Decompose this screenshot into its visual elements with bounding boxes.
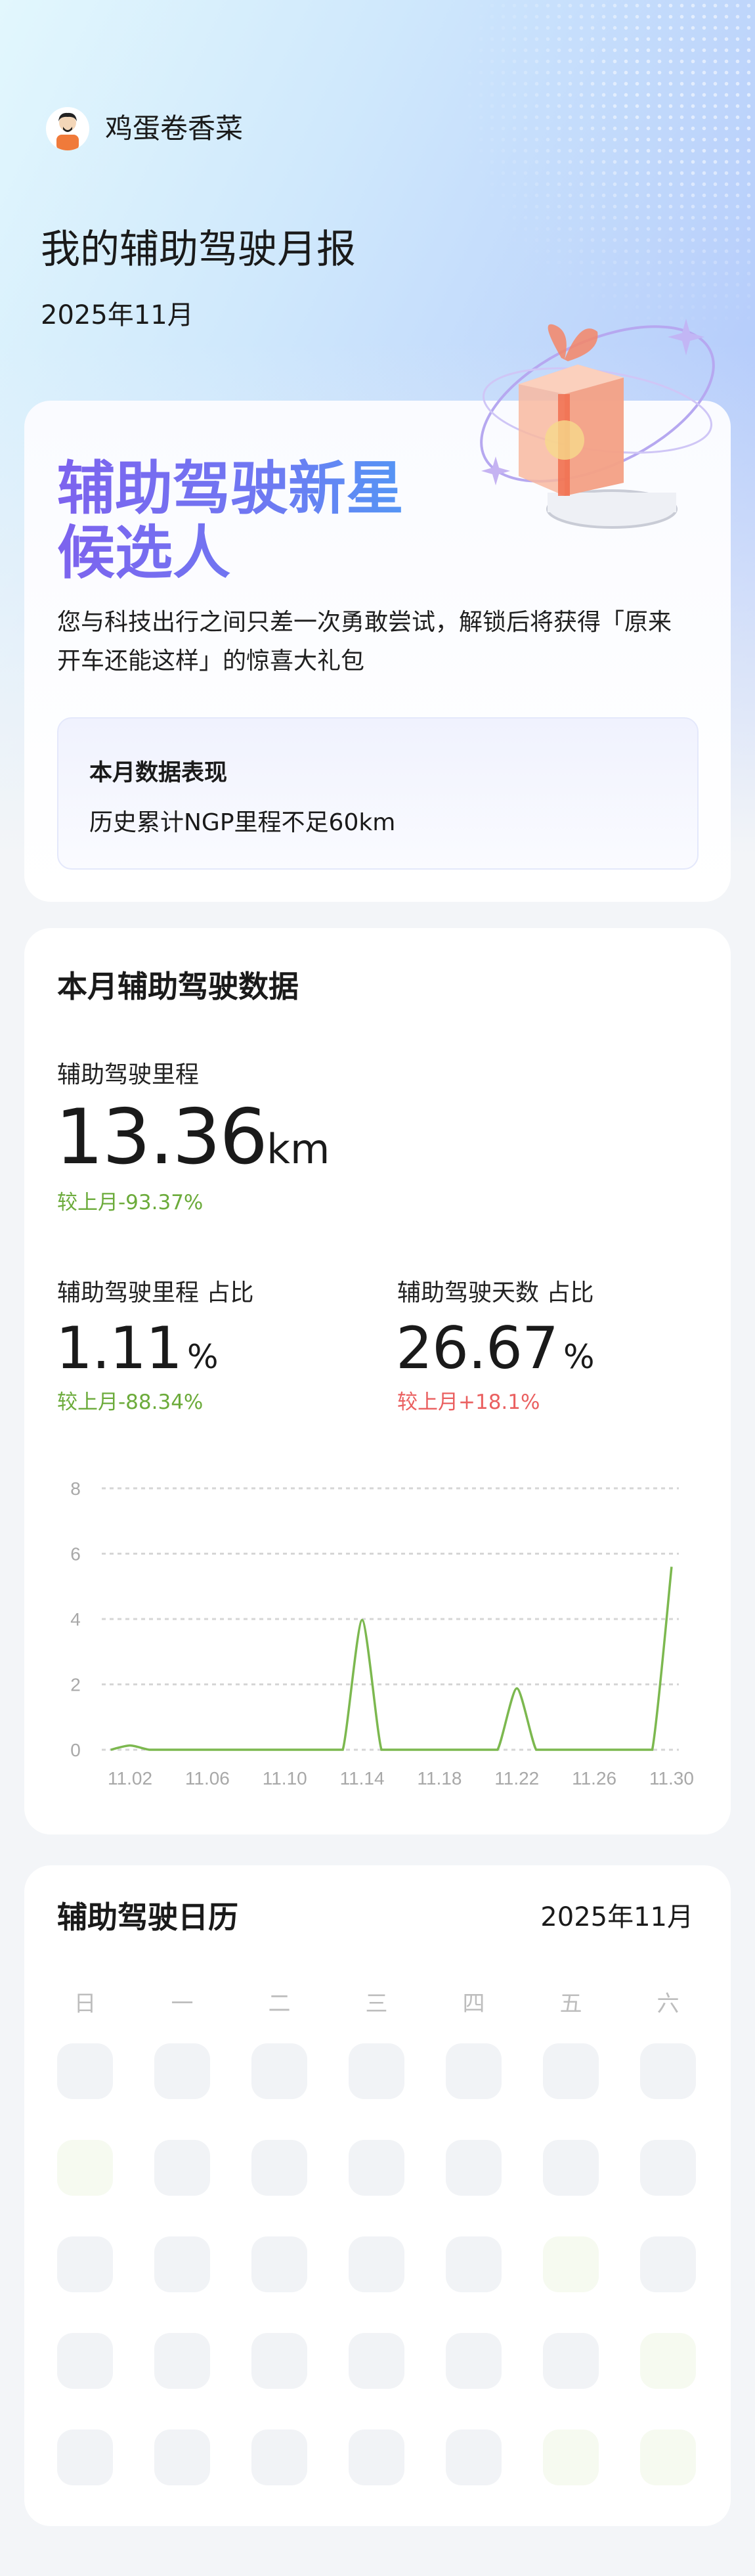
- daily-mileage-chart: 0 2 4 6 8 11.02 11.06 11.10 11.14 11.18 11.22 11.26…: [70, 1478, 694, 1788]
- x-tick-label: 11.26: [572, 1768, 616, 1788]
- avatar[interactable]: [46, 107, 89, 150]
- y-tick-label: 6: [70, 1544, 81, 1565]
- calendar-card: [24, 1865, 731, 2526]
- mileage-ratio-change: 较上月-88.34%: [57, 1390, 204, 1414]
- mileage-change: 较上月-93.37%: [57, 1191, 204, 1214]
- calendar-title: 辅助驾驶日历: [57, 1899, 238, 1935]
- calendar-day-cell[interactable]: [251, 2236, 307, 2292]
- weekday-label: 五: [559, 1991, 582, 2017]
- weekday-label: 四: [462, 1991, 485, 2017]
- calendar-day-cell[interactable]: [57, 2236, 113, 2292]
- y-tick-label: 4: [70, 1609, 81, 1630]
- calendar-day-cell[interactable]: [154, 2333, 210, 2389]
- calendar-day-cell[interactable]: [57, 2043, 113, 2099]
- mileage-value: 13.36km: [55, 1098, 330, 1189]
- badge-title-line1: 辅助驾驶新星: [57, 455, 404, 522]
- days-ratio-number: 26.67: [396, 1314, 559, 1382]
- x-tick-label: 11.14: [340, 1768, 385, 1788]
- calendar-day-cell[interactable]: [57, 2333, 113, 2389]
- y-tick-label: 0: [70, 1740, 81, 1760]
- y-tick-label: 2: [70, 1675, 81, 1695]
- x-tick-label: 11.02: [108, 1768, 152, 1788]
- calendar-day-cell[interactable]: [543, 2236, 599, 2292]
- username: 鸡蛋卷香菜: [105, 112, 244, 144]
- mileage-ratio-number: 1.11: [56, 1314, 183, 1382]
- calendar-day-cell[interactable]: [446, 2043, 502, 2099]
- x-tick-label: 11.18: [417, 1768, 462, 1788]
- calendar-day-cell[interactable]: [251, 2333, 307, 2389]
- pixel-pattern: [453, 0, 755, 342]
- mileage-ratio-label: 辅助驾驶里程 占比: [57, 1279, 254, 1306]
- calendar-day-cell[interactable]: [349, 2333, 404, 2389]
- calendar-day-cell[interactable]: [446, 2430, 502, 2485]
- page-title: 我的辅助驾驶月报: [41, 227, 356, 273]
- calendar-day-cell[interactable]: [251, 2430, 307, 2485]
- calendar-day-cell[interactable]: [543, 2430, 599, 2485]
- days-ratio-label: 辅助驾驶天数 占比: [397, 1279, 594, 1306]
- mileage-ratio-value: 1.11%: [56, 1317, 218, 1388]
- badge-description: 您与科技出行之间只差一次勇敢尝试，解锁后将获得「原来开车还能这样」的惊喜大礼包: [57, 609, 672, 675]
- calendar-day-cell[interactable]: [154, 2043, 210, 2099]
- calendar-day-cell[interactable]: [154, 2236, 210, 2292]
- stats-title: 本月辅助驾驶数据: [57, 969, 299, 1004]
- calendar-day-cell[interactable]: [349, 2140, 404, 2196]
- mileage-line: [110, 1566, 673, 1751]
- x-tick-label: 11.10: [263, 1768, 307, 1788]
- calendar-day-cell[interactable]: [543, 2043, 599, 2099]
- mileage-number: 13.36: [55, 1093, 268, 1182]
- days-ratio-change: 较上月+18.1%: [397, 1390, 540, 1414]
- calendar-day-cell[interactable]: [349, 2236, 404, 2292]
- calendar-day-cell[interactable]: [57, 2140, 113, 2196]
- x-tick-label: 11.22: [494, 1768, 539, 1788]
- weekday-label: 二: [268, 1991, 291, 2017]
- calendar-day-cell[interactable]: [446, 2333, 502, 2389]
- calendar-day-cell[interactable]: [154, 2430, 210, 2485]
- mileage-unit: km: [267, 1125, 330, 1173]
- calendar-day-cell[interactable]: [349, 2043, 404, 2099]
- calendar-day-cell[interactable]: [446, 2140, 502, 2196]
- report-month: 2025年11月: [41, 300, 194, 330]
- calendar-day-cell[interactable]: [154, 2140, 210, 2196]
- mileage-ratio-unit: %: [186, 1338, 219, 1376]
- x-tick-label: 11.06: [185, 1768, 230, 1788]
- x-tick-label: 11.30: [649, 1768, 694, 1788]
- calendar-day-cell[interactable]: [543, 2333, 599, 2389]
- calendar-day-cell[interactable]: [57, 2430, 113, 2485]
- calendar-day-cell[interactable]: [543, 2140, 599, 2196]
- y-tick-label: 8: [70, 1478, 81, 1499]
- performance-box: [57, 717, 699, 870]
- calendar-day-cell[interactable]: [640, 2236, 696, 2292]
- days-ratio-unit: %: [563, 1338, 595, 1376]
- calendar-day-cell[interactable]: [349, 2430, 404, 2485]
- days-ratio-value: 26.67%: [396, 1317, 594, 1388]
- mileage-label: 辅助驾驶里程: [57, 1061, 200, 1088]
- weekday-label: 一: [171, 1991, 194, 2017]
- badge-title: 辅助驾驶新星 候选人: [57, 456, 464, 585]
- calendar-day-cell[interactable]: [446, 2236, 502, 2292]
- performance-title: 本月数据表现: [89, 760, 228, 786]
- calendar-day-cell[interactable]: [640, 2430, 696, 2485]
- performance-text: 历史累计NGP里程不足60km: [89, 809, 396, 836]
- calendar-day-cell[interactable]: [640, 2043, 696, 2099]
- calendar-day-cell[interactable]: [640, 2333, 696, 2389]
- calendar-month: 2025年11月: [540, 1902, 693, 1932]
- badge-title-line2: 候选人: [57, 519, 231, 587]
- calendar-day-cell[interactable]: [640, 2140, 696, 2196]
- weekday-label: 三: [365, 1991, 388, 2017]
- calendar-day-cell[interactable]: [251, 2140, 307, 2196]
- gift-box-icon: [480, 319, 715, 529]
- weekday-label: 日: [74, 1991, 97, 2017]
- weekday-label: 六: [657, 1991, 680, 2017]
- calendar-day-cell[interactable]: [251, 2043, 307, 2099]
